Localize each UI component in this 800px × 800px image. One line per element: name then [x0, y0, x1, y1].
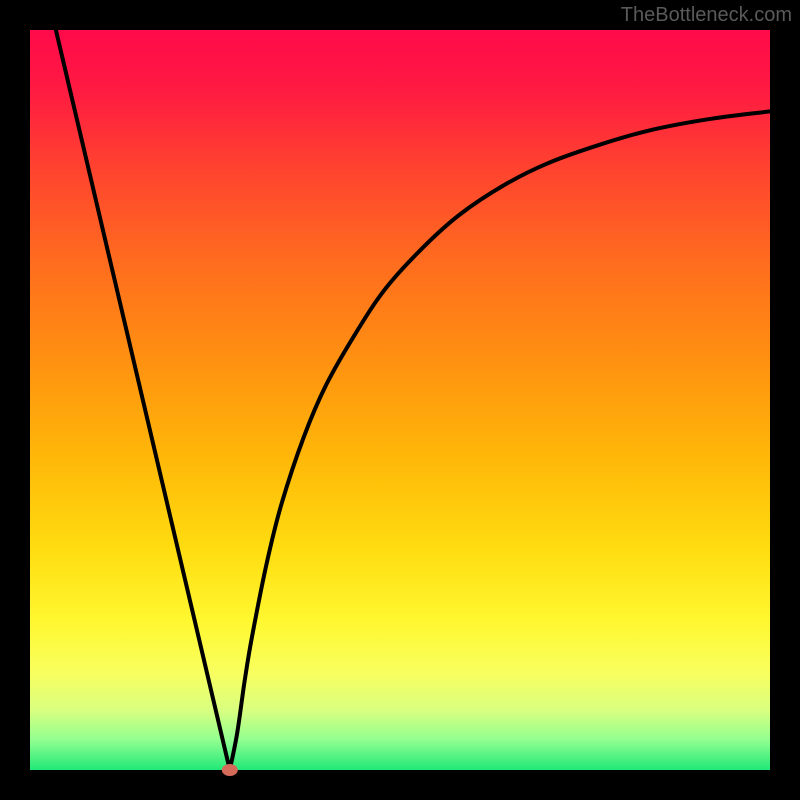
chart-svg — [0, 0, 800, 800]
watermark-text: TheBottleneck.com — [621, 4, 792, 27]
bottleneck-chart: TheBottleneck.com — [0, 0, 800, 800]
